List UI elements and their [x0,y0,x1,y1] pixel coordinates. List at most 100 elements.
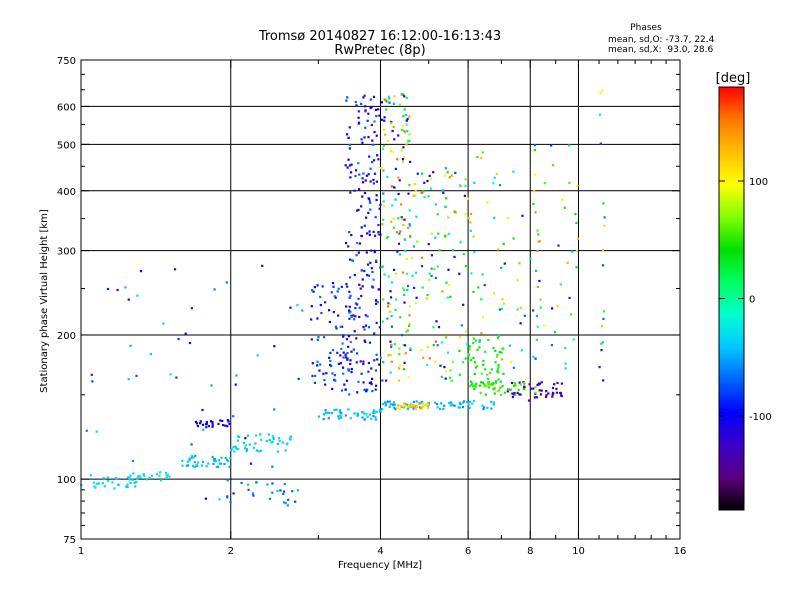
data-point [358,188,361,191]
data-point [226,479,229,482]
data-point [403,368,406,371]
data-point [252,446,255,449]
data-point [350,259,353,262]
data-point [481,273,484,276]
data-point [373,359,376,362]
data-point [330,412,333,415]
data-point [323,379,326,382]
data-point [291,490,294,493]
data-point [316,317,319,320]
data-point [387,354,390,357]
data-point [602,310,606,313]
data-point [475,382,478,385]
data-point [375,180,378,183]
data-point [523,386,526,389]
data-point [91,380,94,383]
data-point [330,291,333,294]
data-point [403,95,406,98]
data-point [450,379,453,382]
data-point [294,500,297,503]
data-point [464,184,467,188]
data-point [521,214,524,217]
data-point [199,420,202,423]
data-point [366,274,369,277]
data-point [559,283,562,286]
data-point [360,372,363,375]
data-point [350,370,353,374]
data-point [375,108,378,111]
data-point [361,195,364,198]
data-point [255,481,258,484]
data-point [388,97,391,100]
data-point [495,172,498,176]
data-point [362,325,365,329]
data-point [202,428,205,431]
data-point [316,284,319,287]
data-point [464,357,467,360]
data-point [467,354,471,357]
data-point [360,205,363,208]
data-point [311,362,314,365]
data-point [403,361,406,364]
data-point [386,317,389,320]
data-point [344,414,347,417]
data-point [405,143,408,146]
data-point [362,360,365,363]
data-point [244,447,247,450]
data-point [188,459,191,462]
data-point [354,100,357,104]
data-point [489,400,493,403]
data-point [363,191,366,195]
data-point [311,374,314,378]
data-point [284,449,287,452]
data-point [413,286,416,289]
data-point [437,326,441,329]
data-point [380,118,384,121]
data-point [101,482,104,485]
data-point [342,335,345,338]
data-point [509,360,512,363]
data-point [273,408,276,411]
data-point [367,326,371,329]
data-point [500,358,504,361]
data-point [340,389,344,392]
data-point [393,186,396,189]
data-point [355,104,358,107]
data-point [388,101,391,104]
data-point [377,288,380,291]
data-point [192,456,195,459]
data-point [400,149,403,152]
data-point [532,387,535,390]
data-point [511,395,514,399]
data-point [345,283,348,286]
data-point [374,416,377,419]
data-point [131,478,134,481]
data-point [366,232,369,235]
data-point [103,485,106,488]
data-point [411,275,414,278]
data-point [496,355,499,358]
data-point [366,315,369,318]
data-point [471,402,474,405]
data-point [446,351,450,354]
data-point [475,339,478,342]
data-point [536,285,539,288]
data-point [344,388,347,391]
data-point [491,383,494,386]
data-point [337,417,340,420]
data-point [412,407,415,410]
data-point [345,305,348,308]
data-point [372,95,376,98]
data-point [492,182,495,185]
data-point [228,465,231,468]
data-point [398,103,401,106]
data-point [405,405,408,408]
data-point [518,393,521,396]
data-point [463,400,466,403]
data-point [393,138,396,141]
data-point [361,411,364,414]
data-point [336,351,339,354]
data-point [375,302,378,305]
data-point [397,134,400,137]
